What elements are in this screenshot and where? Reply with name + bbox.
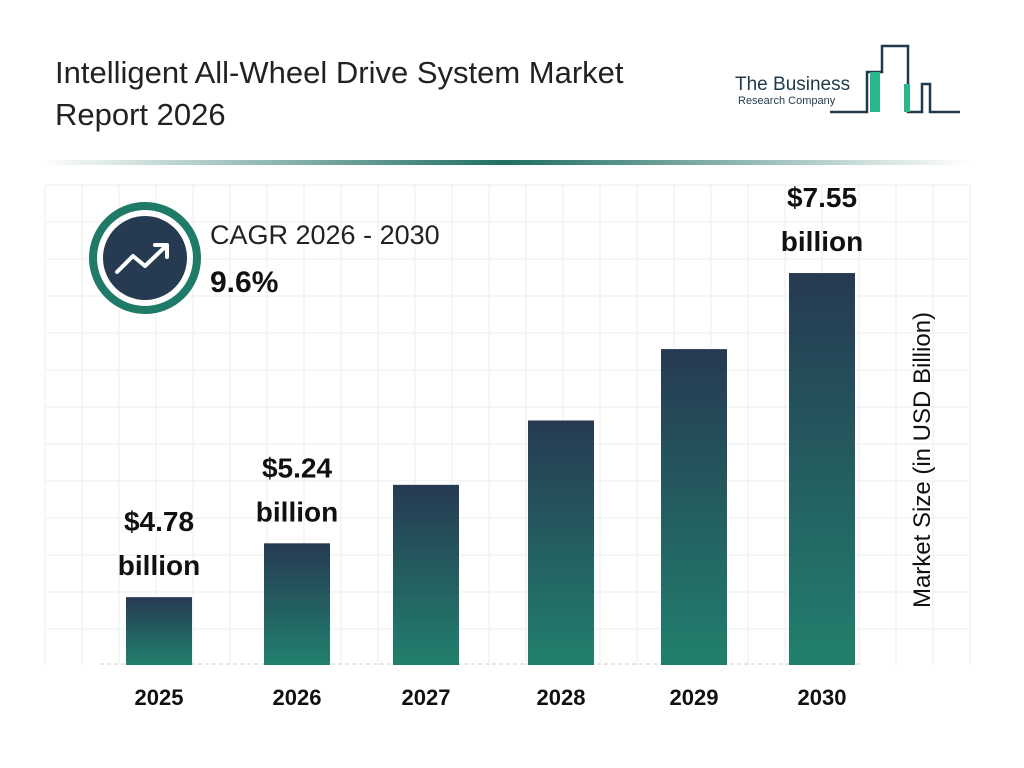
divider xyxy=(40,160,970,165)
x-tick-label: 2028 xyxy=(537,685,586,710)
y-axis-label: Market Size (in USD Billion) xyxy=(909,311,936,609)
company-logo xyxy=(830,44,960,114)
page-title: Intelligent All-Wheel Drive System Marke… xyxy=(55,55,624,132)
cagr-label: CAGR 2026 - 2030 xyxy=(210,220,440,250)
trend-up-arrow-icon xyxy=(115,244,168,274)
data-label: billion xyxy=(118,550,200,581)
cagr-badge-ring xyxy=(89,202,201,314)
cagr-value: 9.6% xyxy=(210,266,279,299)
logo-text: The Business xyxy=(735,74,851,95)
x-tick-label: 2029 xyxy=(670,685,719,710)
labels: 2025 2026 2027 2028 2029 2030 $4.78 billion $5.2… xyxy=(118,182,863,710)
x-tick-label: 2027 xyxy=(402,685,451,710)
data-label: $4.78 xyxy=(124,506,194,537)
bars xyxy=(126,273,855,665)
cagr-badge xyxy=(103,216,187,300)
bar-2027 xyxy=(393,484,459,665)
logo-subtext: Research Company xyxy=(738,95,836,107)
data-label: $5.24 xyxy=(262,452,332,483)
data-label: $7.55 xyxy=(787,182,857,213)
bar-2025 xyxy=(126,597,192,665)
bar-2026 xyxy=(264,543,330,665)
x-tick-label: 2030 xyxy=(798,685,847,710)
bar-2030 xyxy=(789,273,855,665)
data-label: billion xyxy=(256,496,338,527)
bar-2029 xyxy=(661,349,727,665)
x-tick-label: 2026 xyxy=(273,685,322,710)
data-label: billion xyxy=(781,226,863,257)
bar-2028 xyxy=(528,420,594,665)
x-tick-label: 2025 xyxy=(135,685,184,710)
